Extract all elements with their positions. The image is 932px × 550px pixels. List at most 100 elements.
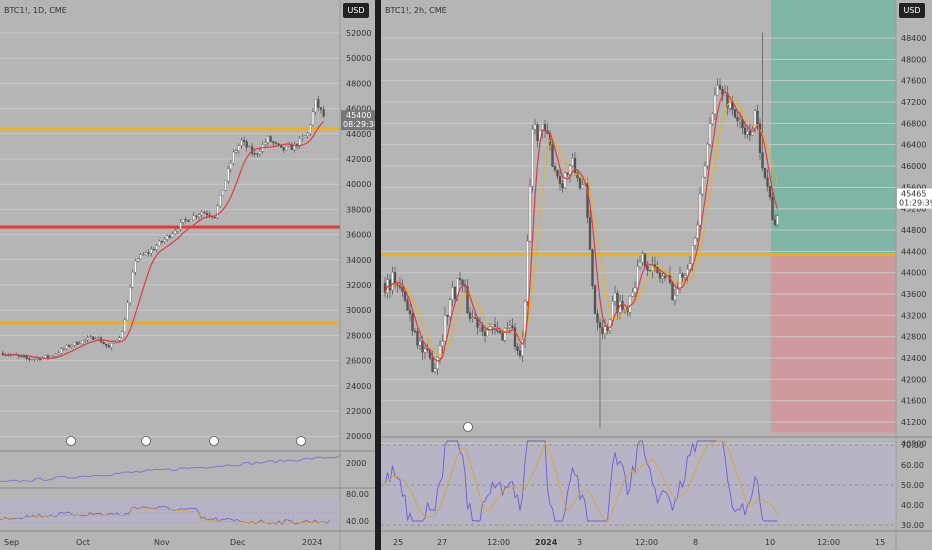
left-price-tick: 42000 bbox=[346, 155, 371, 164]
left-candle-body bbox=[84, 339, 87, 341]
right-chart-pane[interactable]: BTC1!, 2h, CME USD 48400 48000 47600 47200 4… bbox=[381, 0, 932, 550]
left-candle-body bbox=[121, 331, 124, 338]
left-candle-body bbox=[142, 254, 145, 256]
right-time-tick: 12:00 bbox=[635, 538, 658, 547]
left-event-markers[interactable] bbox=[66, 436, 306, 446]
left-candle-body bbox=[237, 145, 240, 151]
right-rsi-tick: 40.00 bbox=[901, 501, 924, 510]
left-time-tick: 2024 bbox=[302, 538, 322, 547]
left-price-tick: 50000 bbox=[346, 54, 371, 63]
right-candle-body bbox=[728, 102, 732, 109]
right-candle-body bbox=[403, 291, 407, 301]
left-candle-body bbox=[264, 142, 267, 145]
right-candle-body bbox=[563, 172, 567, 189]
right-candle-body bbox=[581, 184, 584, 189]
left-candle-body bbox=[205, 213, 209, 216]
left-candle-body bbox=[227, 168, 230, 182]
right-candle-body bbox=[766, 177, 769, 187]
right-candle-body bbox=[621, 301, 624, 310]
right-candle-body bbox=[746, 131, 749, 135]
left-price-tick: 20000 bbox=[346, 432, 371, 441]
left-candle-body bbox=[65, 345, 68, 349]
right-candle-body bbox=[681, 273, 684, 278]
right-event-marker-icon bbox=[463, 422, 473, 432]
left-candle-body bbox=[319, 107, 323, 110]
left-candle-body bbox=[25, 356, 28, 359]
right-price-tick: 48400 bbox=[901, 34, 926, 43]
right-candle-body bbox=[461, 279, 464, 285]
right-chart-canvas[interactable]: 48400 48000 47600 47200 46800 46400 46000 45600… bbox=[381, 0, 932, 550]
right-candle-body bbox=[416, 331, 419, 346]
right-event-markers[interactable] bbox=[463, 422, 473, 432]
right-candle-body bbox=[556, 169, 559, 177]
left-candle-body bbox=[317, 99, 320, 108]
left-time-axis[interactable]: Sep Oct Nov Dec 2024 bbox=[0, 530, 375, 547]
left-event-marker-icon bbox=[141, 436, 151, 446]
left-countdown-label: 08:29:38 bbox=[343, 120, 375, 129]
left-candle-body bbox=[311, 111, 315, 126]
left-candle-body bbox=[290, 144, 293, 150]
left-chart-canvas[interactable]: 52000 50000 48000 46000 44000 42000 40000 38000… bbox=[0, 0, 375, 550]
left-candle-body bbox=[147, 252, 150, 254]
left-candle-body bbox=[110, 343, 113, 348]
left-indicator-panels: 2000 80.00 40.00 bbox=[0, 450, 375, 526]
right-rsi-tick: 70.00 bbox=[901, 441, 924, 450]
left-price-tick: 28000 bbox=[346, 331, 371, 340]
right-candle-body bbox=[411, 313, 414, 332]
left-symbol-label: BTC1!, 1D, CME bbox=[4, 6, 67, 15]
right-candle-body bbox=[478, 325, 482, 328]
left-horizontal-levels[interactable] bbox=[0, 127, 340, 325]
left-candle-body bbox=[152, 249, 156, 251]
left-candle-body bbox=[274, 142, 278, 144]
left-candle-body bbox=[30, 359, 34, 361]
left-candle-body bbox=[136, 258, 140, 262]
right-position-zones[interactable] bbox=[771, 0, 896, 433]
left-price-axis[interactable]: 52000 50000 48000 46000 44000 42000 40000 38000… bbox=[339, 0, 375, 550]
right-candle-body bbox=[716, 85, 719, 96]
left-rsi-signal bbox=[0, 507, 331, 524]
right-time-tick: 27 bbox=[437, 538, 447, 547]
right-candle-body bbox=[776, 215, 779, 225]
right-candle-body bbox=[418, 340, 422, 346]
left-candle-body bbox=[123, 319, 126, 333]
left-candle-body bbox=[306, 132, 309, 136]
right-candle-body bbox=[603, 326, 607, 334]
left-level-line bbox=[0, 321, 340, 325]
right-time-tick: 3 bbox=[577, 538, 582, 547]
right-price-tick: 43200 bbox=[901, 311, 926, 320]
left-candle-body bbox=[160, 241, 164, 243]
left-candle-body bbox=[229, 163, 232, 170]
left-price-tick: 22000 bbox=[346, 407, 371, 416]
right-candle-body bbox=[511, 325, 514, 328]
left-candle-body bbox=[89, 336, 92, 338]
left-candle-body bbox=[192, 215, 195, 221]
right-candle-body bbox=[696, 224, 699, 239]
left-candle-body bbox=[126, 302, 129, 321]
left-candle-body bbox=[118, 337, 121, 341]
right-candle-body bbox=[513, 327, 517, 347]
right-currency-button[interactable]: USD bbox=[899, 3, 925, 18]
pane-divider[interactable] bbox=[375, 0, 381, 550]
right-horizontal-levels[interactable] bbox=[381, 253, 896, 256]
right-candle-body bbox=[566, 172, 569, 175]
right-candle-body bbox=[676, 289, 679, 296]
right-candle-body bbox=[531, 128, 534, 187]
right-price-tick: 47200 bbox=[901, 98, 926, 107]
left-candle-body bbox=[107, 345, 111, 348]
left-candle-body bbox=[216, 205, 219, 218]
left-candle-body bbox=[102, 342, 105, 345]
left-candle-body bbox=[219, 195, 222, 207]
right-candle-body bbox=[646, 266, 649, 271]
left-price-tick: 32000 bbox=[346, 281, 371, 290]
left-chart-pane[interactable]: BTC1!, 1D, CME USD 52000 50000 48000 46000 4… bbox=[0, 0, 375, 550]
right-candle-body bbox=[518, 350, 522, 356]
left-time-tick: Nov bbox=[154, 538, 170, 547]
right-time-axis[interactable]: 25 27 12:00 2024 3 12:00 8 10 12:00 15 bbox=[381, 530, 932, 547]
left-price-label: 45400 bbox=[346, 111, 371, 120]
right-candle-body bbox=[708, 123, 712, 145]
left-currency-button[interactable]: USD bbox=[343, 3, 369, 18]
right-candle-body bbox=[611, 301, 614, 321]
left-candle-body bbox=[253, 153, 256, 155]
left-candle-body bbox=[57, 352, 60, 355]
right-candle-body bbox=[593, 285, 597, 314]
